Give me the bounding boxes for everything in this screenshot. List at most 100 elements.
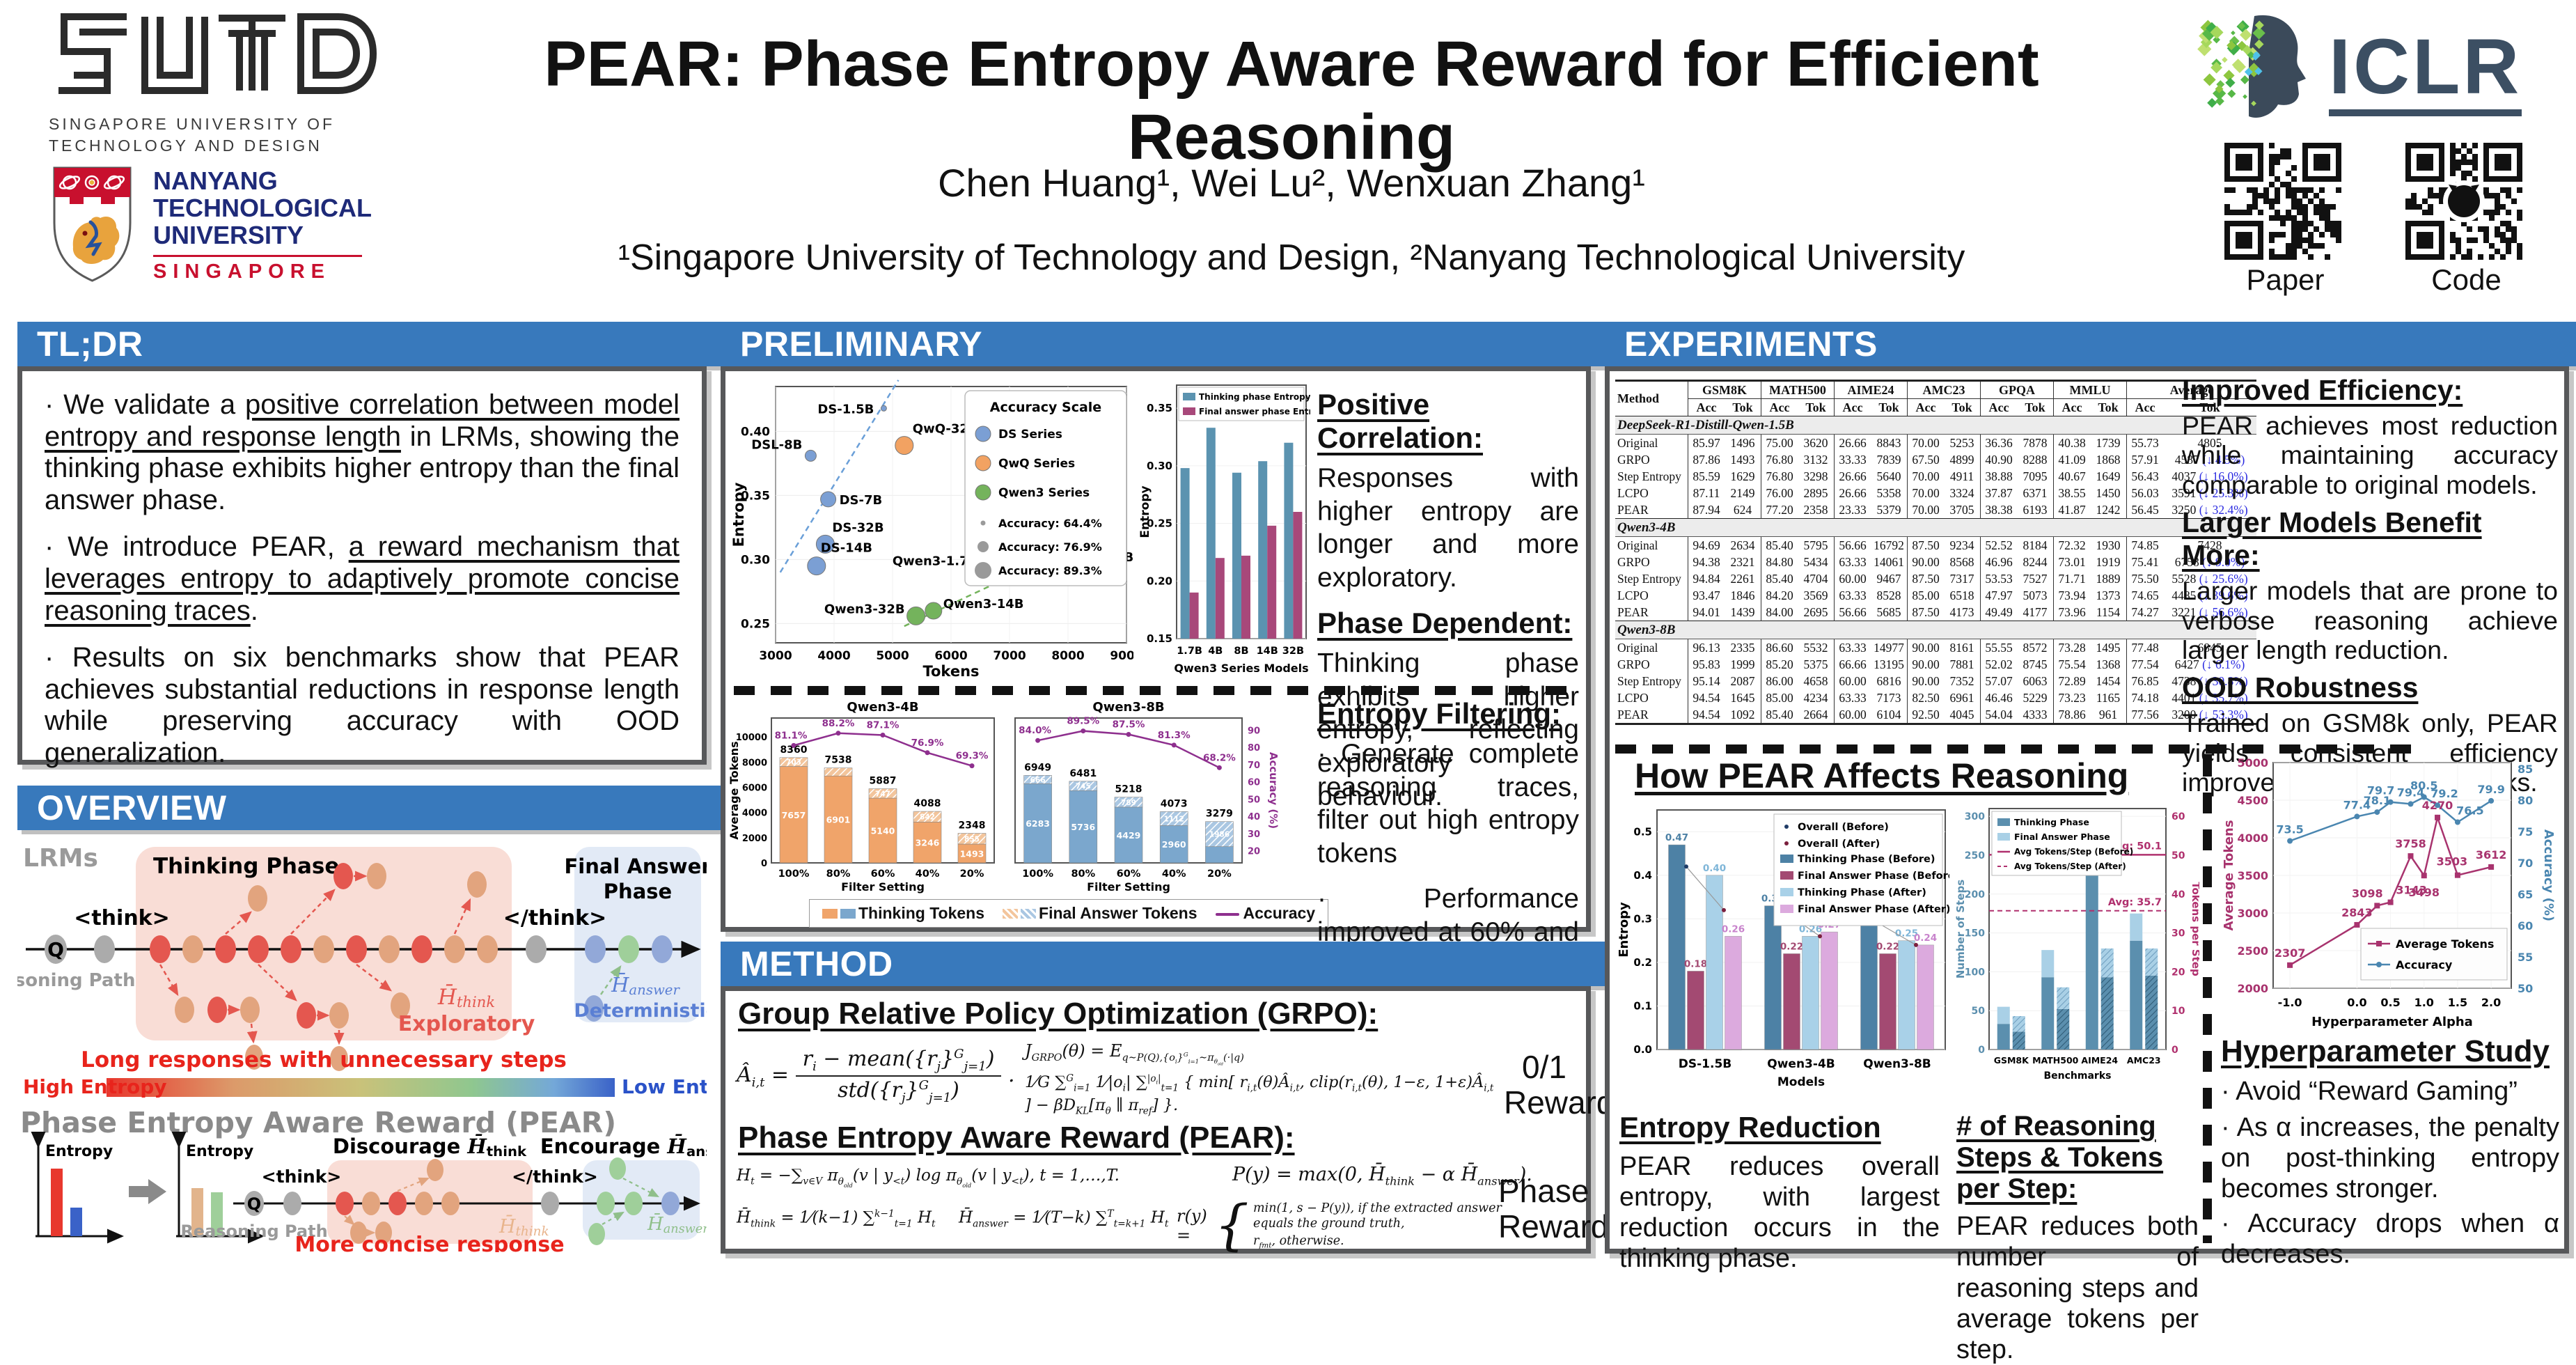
svg-text:3143: 3143	[2396, 884, 2427, 897]
svg-text:4088: 4088	[914, 798, 941, 809]
svg-text:55: 55	[2518, 951, 2533, 964]
table-row: PEAR 87.94 624 77.20 2358 23.33 5379 70.00 3705 3…	[1615, 501, 2256, 519]
h-think-label: H̄think	[437, 983, 495, 1011]
svg-text:Thinking phase Entropy: Thinking phase Entropy	[1199, 392, 1310, 402]
svg-text:Qwen3-8B: Qwen3-8B	[1863, 1057, 1931, 1071]
svg-text:81.3%: 81.3%	[1158, 730, 1191, 741]
takeaway-3-heading: OOD Robustness	[2182, 671, 2419, 704]
svg-text:150: 150	[1965, 928, 1985, 939]
poster-affiliations: ¹Singapore University of Technology and …	[618, 237, 1965, 278]
svg-text:100%: 100%	[778, 868, 810, 880]
svg-text:6901: 6901	[826, 815, 851, 825]
svg-text:QwQ Series: QwQ Series	[998, 457, 1075, 471]
svg-text:Accuracy: 76.9%: Accuracy: 76.9%	[998, 540, 1102, 554]
svg-text:65: 65	[2518, 888, 2533, 901]
svg-text:7657: 7657	[782, 810, 806, 820]
svg-text:DSL-8B: DSL-8B	[751, 437, 802, 452]
entropy-tokens-scatter-chart: 0.25 0.30 0.35 0.40 3000 4000 5000 6000 7000 8000…	[730, 380, 1143, 687]
svg-text:Final Answer Phase: Final Answer Phase	[2014, 832, 2110, 842]
svg-text:79.9: 79.9	[2477, 783, 2504, 796]
experiments-section-header: EXPERIMENTS	[1605, 322, 2576, 366]
qr-paper-label: Paper	[2246, 263, 2325, 296]
svg-text:703: 703	[786, 758, 801, 767]
qr-paper-code	[2224, 143, 2346, 263]
qr-code-label: Code	[2431, 263, 2502, 296]
reasoning-path2-nodes	[244, 1157, 680, 1245]
svg-text:2960: 2960	[1162, 839, 1186, 850]
svg-text:4429: 4429	[1117, 830, 1141, 841]
svg-text:Overall (Before): Overall (Before)	[1798, 822, 1889, 833]
entropy-mini-chart-after: Entropy	[171, 1132, 265, 1244]
grpo-reward-label: 0/1 Reward	[1504, 1049, 1615, 1121]
entropy-reduction-block: Entropy Reduction PEAR reduces overall e…	[1619, 1111, 1940, 1274]
table-row: GRPO 94.38 2321 84.80 5434 63.33 14061 90.00 856…	[1615, 554, 2256, 570]
table-row: GRPO 87.86 1493 76.80 3132 33.33 7839 67.50 4899…	[1615, 451, 2256, 468]
table-row: Original 96.13 2335 86.60 5532 63.33 14977 90.0…	[1615, 639, 2256, 656]
svg-text:68.2%: 68.2%	[1203, 752, 1236, 763]
method-section-header: METHOD	[721, 942, 1610, 986]
svg-text:0.40: 0.40	[741, 425, 770, 439]
long-responses-label: Long responses with unnecessary steps	[81, 1047, 567, 1072]
entropy-filter-8b-chart: Qwen3-8B 20 30 40 50 60 70 80 90 Accuracy (%) 6949…	[1003, 700, 1280, 900]
svg-text:87.1%: 87.1%	[867, 720, 900, 731]
svg-text:-1.0: -1.0	[2278, 996, 2302, 1009]
svg-text:Final Answer Phase (Before): Final Answer Phase (Before)	[1798, 871, 1949, 882]
svg-text:5887: 5887	[870, 776, 897, 787]
svg-text:745: 745	[1076, 783, 1091, 791]
svg-text:8000: 8000	[1051, 649, 1084, 663]
preliminary-divider	[734, 686, 1578, 695]
svg-text:0.24: 0.24	[1914, 933, 1937, 944]
svg-text:DS-32B: DS-32B	[832, 520, 883, 535]
svg-text:0.1: 0.1	[1633, 999, 1652, 1012]
final-answer-label-2: Phase	[604, 880, 672, 903]
poster-title: PEAR: Phase Entropy Aware Reward for Eff…	[544, 29, 2039, 173]
svg-text:77.4: 77.4	[2343, 798, 2371, 811]
svg-text:1.7B: 1.7B	[1177, 646, 1202, 657]
svg-text:80%: 80%	[1071, 868, 1095, 880]
svg-text:60: 60	[2518, 919, 2533, 933]
svg-text:79.4: 79.4	[2397, 786, 2424, 799]
svg-text:Thinking Phase (Before): Thinking Phase (Before)	[1798, 854, 1935, 865]
svg-text:Final answer phase Entropy: Final answer phase Entropy	[1199, 407, 1310, 416]
ntu-shield-icon	[53, 166, 132, 282]
svg-text:2000: 2000	[742, 834, 767, 844]
svg-text:</think>: </think>	[512, 1167, 598, 1187]
svg-text:0.26: 0.26	[1722, 923, 1745, 935]
svg-text:250: 250	[1965, 850, 1985, 861]
hyperparameter-b3: · Accuracy drops when α decreases.	[2221, 1208, 2559, 1269]
phase-dependent-body: Thinking phase exhibits higher entropy, …	[1317, 648, 1579, 811]
svg-text:Accuracy (%): Accuracy (%)	[2541, 829, 2554, 921]
svg-text:6000: 6000	[934, 649, 967, 663]
svg-text:50: 50	[1972, 1006, 1986, 1017]
svg-text:842: 842	[920, 813, 935, 822]
svg-text:0.47: 0.47	[1665, 832, 1688, 843]
svg-text:1986: 1986	[1209, 831, 1230, 839]
hyperparameter-b1: · Avoid “Reward Gaming”	[2221, 1077, 2518, 1106]
overview-section-header: OVERVIEW	[17, 786, 726, 830]
svg-text:8B: 8B	[1234, 646, 1248, 657]
svg-text:QwQ-32B: QwQ-32B	[913, 422, 978, 437]
svg-text:10: 10	[2171, 1006, 2185, 1017]
svg-text:80%: 80%	[826, 868, 851, 880]
svg-text:855: 855	[964, 835, 980, 843]
entropy-filter-4b-chart: Qwen3-4B 0 2000 4000 6000 8000 10000 Average To…	[728, 700, 1001, 900]
table-row: PEAR 94.01 1439 84.00 2695 56.66 5685 87.50 4173…	[1615, 604, 2256, 621]
grpo-advantage-formula: Âi,t = ri − mean({rj}Gj=1) std({rj}Gj=1) …	[737, 1047, 1015, 1105]
svg-text:4000: 4000	[2237, 832, 2268, 845]
svg-text:80.5: 80.5	[2410, 779, 2437, 793]
svg-text:Qwen3-8B: Qwen3-8B	[1092, 700, 1164, 715]
svg-text:0.15: 0.15	[1147, 632, 1172, 645]
svg-text:69.3%: 69.3%	[956, 751, 989, 762]
takeaway-1-heading: Improved Efficiency:	[2182, 374, 2463, 406]
svg-text:DS-14B: DS-14B	[821, 541, 872, 556]
pear-reward-formula: r(y) = { min(1, s − P(y)), if the extrac…	[1177, 1194, 1502, 1257]
pear-hanswer-formula: H̄answer = 1⁄(T−k) ∑Tt=k+1 Ht	[959, 1208, 1169, 1230]
svg-text:0.22: 0.22	[1876, 941, 1899, 952]
svg-text:0.25: 0.25	[741, 617, 770, 631]
svg-text:100: 100	[1965, 967, 1985, 978]
svg-text:Filter Setting: Filter Setting	[841, 880, 925, 894]
positive-correlation-heading: Positive Correlation:	[1317, 388, 1484, 454]
grpo-heading: Group Relative Policy Optimization (GRPO…	[738, 997, 1379, 1031]
svg-text:1112: 1112	[1164, 815, 1184, 823]
tldr-bullet-1: · We validate a positive correlation bet…	[45, 389, 680, 515]
